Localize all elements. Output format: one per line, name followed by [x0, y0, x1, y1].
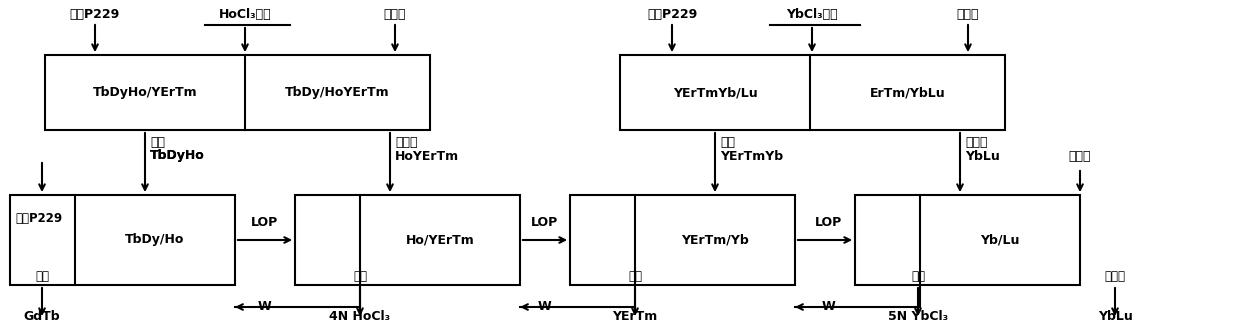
Text: 有机相: 有机相: [396, 136, 418, 149]
Bar: [620, 55, 1004, 130]
Text: 皮化P229: 皮化P229: [69, 8, 120, 21]
Text: YErTmYb/Lu: YErTmYb/Lu: [672, 86, 758, 99]
Text: TbDy/Ho: TbDy/Ho: [125, 233, 185, 246]
Text: 皮化P229: 皮化P229: [647, 8, 697, 21]
Text: W: W: [258, 301, 272, 314]
Text: 4N HoCl₃: 4N HoCl₃: [330, 310, 391, 323]
Text: 5N YbCl₃: 5N YbCl₃: [888, 310, 949, 323]
Text: YErTm: YErTm: [613, 310, 657, 323]
Text: YErTm/Yb: YErTm/Yb: [681, 233, 749, 246]
Text: Ho/YErTm: Ho/YErTm: [405, 233, 475, 246]
Bar: [295, 195, 520, 285]
Text: 有机相: 有机相: [1105, 271, 1126, 284]
Text: HoYErTm: HoYErTm: [396, 150, 459, 163]
Text: 有机相: 有机相: [965, 136, 987, 149]
Text: 水相: 水相: [911, 271, 925, 284]
Text: LOP: LOP: [815, 215, 842, 228]
Bar: [856, 195, 1080, 285]
Text: W: W: [538, 301, 552, 314]
Text: YbLu: YbLu: [1097, 310, 1132, 323]
Bar: [570, 195, 795, 285]
Text: LOP: LOP: [532, 215, 559, 228]
Bar: [10, 195, 236, 285]
Bar: [45, 55, 430, 130]
Text: 水相: 水相: [720, 136, 735, 149]
Text: YErTmYb: YErTmYb: [720, 150, 784, 163]
Text: TbDyHo: TbDyHo: [150, 150, 205, 163]
Text: HoCl₃料液: HoCl₃料液: [218, 8, 272, 21]
Text: 水相: 水相: [150, 136, 165, 149]
Text: 皮化P229: 皮化P229: [15, 211, 62, 224]
Text: 水相: 水相: [353, 271, 367, 284]
Text: LOP: LOP: [252, 215, 279, 228]
Text: GdTb: GdTb: [24, 310, 61, 323]
Text: TbDyHo/YErTm: TbDyHo/YErTm: [93, 86, 197, 99]
Text: 洗涤酸: 洗涤酸: [1069, 150, 1091, 163]
Text: YbLu: YbLu: [965, 150, 999, 163]
Text: 水相: 水相: [35, 271, 50, 284]
Text: TbDy/HoYErTm: TbDy/HoYErTm: [285, 86, 389, 99]
Text: W: W: [821, 301, 835, 314]
Text: YbCl₃料液: YbCl₃料液: [786, 8, 838, 21]
Text: TbDyHo: TbDyHo: [150, 150, 205, 163]
Text: 水相: 水相: [627, 271, 642, 284]
Text: 洗涤酸: 洗涤酸: [957, 8, 980, 21]
Text: 洗涤酸: 洗涤酸: [383, 8, 407, 21]
Text: ErTm/YbLu: ErTm/YbLu: [869, 86, 945, 99]
Text: Yb/Lu: Yb/Lu: [981, 233, 1019, 246]
